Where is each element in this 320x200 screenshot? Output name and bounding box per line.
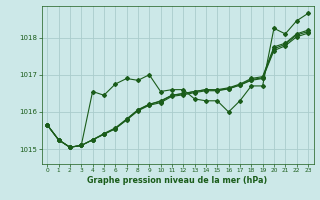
X-axis label: Graphe pression niveau de la mer (hPa): Graphe pression niveau de la mer (hPa) (87, 176, 268, 185)
